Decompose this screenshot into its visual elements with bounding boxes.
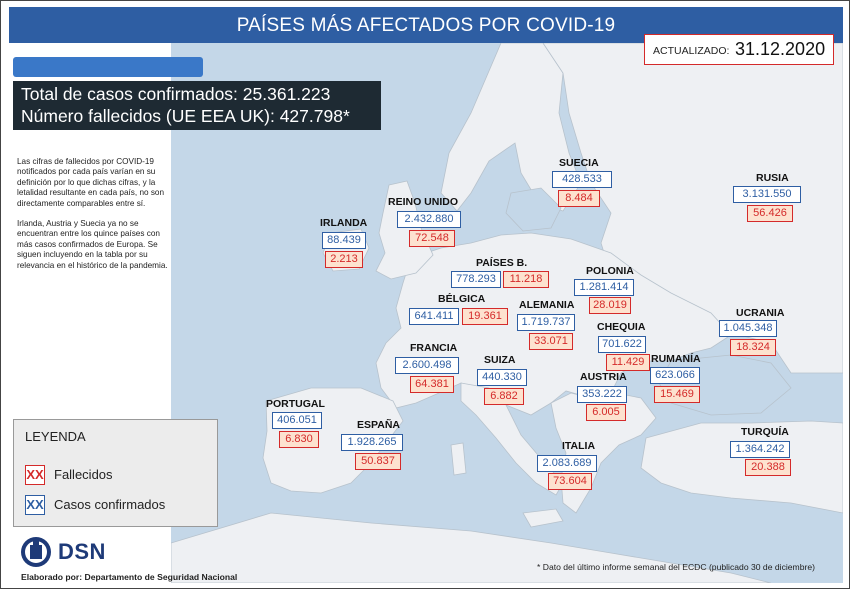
header-bar: PAÍSES MÁS AFECTADOS POR COVID-19: [9, 7, 843, 43]
cases-box-polonia: 1.281.414: [574, 279, 634, 296]
legend-panel: LEYENDA XX Fallecidos XX Casos confirmad…: [13, 419, 218, 527]
country-label-belgica: BÉLGICA: [438, 293, 486, 305]
country-label-rumania: RUMANÍA: [651, 353, 701, 365]
legend-cases-label: Casos confirmados: [54, 497, 166, 512]
updated-date: 31.12.2020: [735, 39, 826, 59]
logo-text: DSN: [58, 539, 106, 564]
country-label-turquia: TURQUÍA: [741, 426, 789, 438]
dsn-logo: DSN: [19, 536, 129, 568]
page-title: PAÍSES MÁS AFECTADOS POR COVID-19: [236, 15, 616, 36]
country-label-austria: AUSTRIA: [580, 371, 627, 383]
country-label-ucrania: UCRANIA: [736, 307, 785, 319]
deaths-box-suecia: 8.484: [558, 190, 600, 207]
updated-box: ACTUALIZADO: 31.12.2020: [644, 34, 834, 65]
legend-title: LEYENDA: [25, 429, 86, 444]
cases-box-reino-unido: 2.432.880: [397, 211, 461, 228]
deaths-box-polonia: 28.019: [589, 297, 631, 314]
cases-box-suecia: 428.533: [552, 171, 612, 188]
deaths-box-italia: 73.604: [548, 473, 592, 490]
deaths-box-francia: 64.381: [410, 376, 454, 393]
cases-box-turquia: 1.364.242: [730, 441, 790, 458]
deaths-box-turquia: 20.388: [745, 459, 791, 476]
deaths-box-rumania: 15.469: [654, 386, 700, 403]
cases-box-francia: 2.600.498: [395, 357, 459, 374]
updated-label: ACTUALIZADO:: [653, 45, 730, 57]
deaths-box-belgica: 19.361: [462, 308, 508, 325]
country-label-irlanda: IRLANDA: [320, 217, 368, 229]
totals-panel: Total de casos confirmados: 25.361.223 N…: [13, 81, 381, 130]
deaths-box-austria: 6.005: [586, 404, 626, 421]
cases-box-austria: 353.222: [577, 386, 627, 403]
cases-box-ucrania: 1.045.348: [719, 320, 777, 337]
cases-box-irlanda: 88.439: [322, 232, 366, 249]
country-label-suecia: SUECIA: [559, 157, 599, 169]
country-label-francia: FRANCIA: [410, 342, 458, 354]
deaths-box-paises-bajos: 11.218: [503, 271, 549, 288]
cases-box-portugal: 406.051: [272, 412, 322, 429]
country-label-rusia: RUSIA: [756, 172, 789, 184]
deaths-box-alemania: 33.071: [529, 333, 573, 350]
legend-deaths-swatch: XX: [25, 465, 45, 485]
cases-box-alemania: 1.719.737: [517, 314, 575, 331]
coat-of-arms-icon: [21, 537, 51, 567]
note-paragraph-1: Las cifras de fallecidos por COVID-19 no…: [17, 157, 165, 208]
cases-box-suiza: 440.330: [477, 369, 527, 386]
country-label-alemania: ALEMANIA: [519, 299, 575, 311]
cases-box-belgica: 641.411: [409, 308, 459, 325]
cases-box-italia: 2.083.689: [537, 455, 597, 472]
cases-box-rusia: 3.131.550: [733, 186, 801, 203]
cases-box-rumania: 623.066: [650, 367, 700, 384]
cases-box-espana: 1.928.265: [341, 434, 403, 451]
note-paragraph-2: Irlanda, Austria y Suecia ya no se encue…: [17, 219, 168, 270]
footnote: * Dato del último informe semanal del EC…: [537, 562, 815, 572]
country-label-paises-bajos: PAÍSES B.: [476, 257, 528, 269]
cases-box-paises-bajos: 778.293: [451, 271, 501, 288]
deaths-box-ucrania: 18.324: [730, 339, 776, 356]
total-confirmed-text: Total de casos confirmados: 25.361.223: [21, 84, 331, 104]
country-label-italia: ITALIA: [562, 440, 596, 452]
deaths-box-suiza: 6.882: [484, 388, 524, 405]
country-label-polonia: POLONIA: [586, 265, 634, 277]
explanatory-note: Las cifras de fallecidos por COVID-19 no…: [17, 157, 169, 281]
deaths-box-espana: 50.837: [355, 453, 401, 470]
country-label-reino-unido: REINO UNIDO: [388, 196, 459, 208]
legend-deaths-label: Fallecidos: [54, 467, 113, 482]
total-deaths-text: Número fallecidos (UE EEA UK): 427.798*: [21, 106, 350, 126]
country-label-espana: ESPAÑA: [357, 419, 400, 431]
credit-line: Elaborado por: Departamento de Seguridad…: [21, 572, 238, 582]
country-label-suiza: SUIZA: [484, 354, 516, 366]
cases-box-chequia: 701.622: [598, 336, 646, 353]
legend-cases-swatch: XX: [25, 495, 45, 515]
deaths-box-portugal: 6.830: [279, 431, 319, 448]
deaths-box-rusia: 56.426: [747, 205, 793, 222]
deaths-box-reino-unido: 72.548: [409, 230, 455, 247]
country-label-portugal: PORTUGAL: [266, 398, 325, 410]
country-label-chequia: CHEQUIA: [597, 321, 646, 333]
accent-bar: [13, 57, 203, 77]
deaths-box-chequia: 11.429: [606, 354, 650, 371]
deaths-box-irlanda: 2.213: [325, 251, 363, 268]
